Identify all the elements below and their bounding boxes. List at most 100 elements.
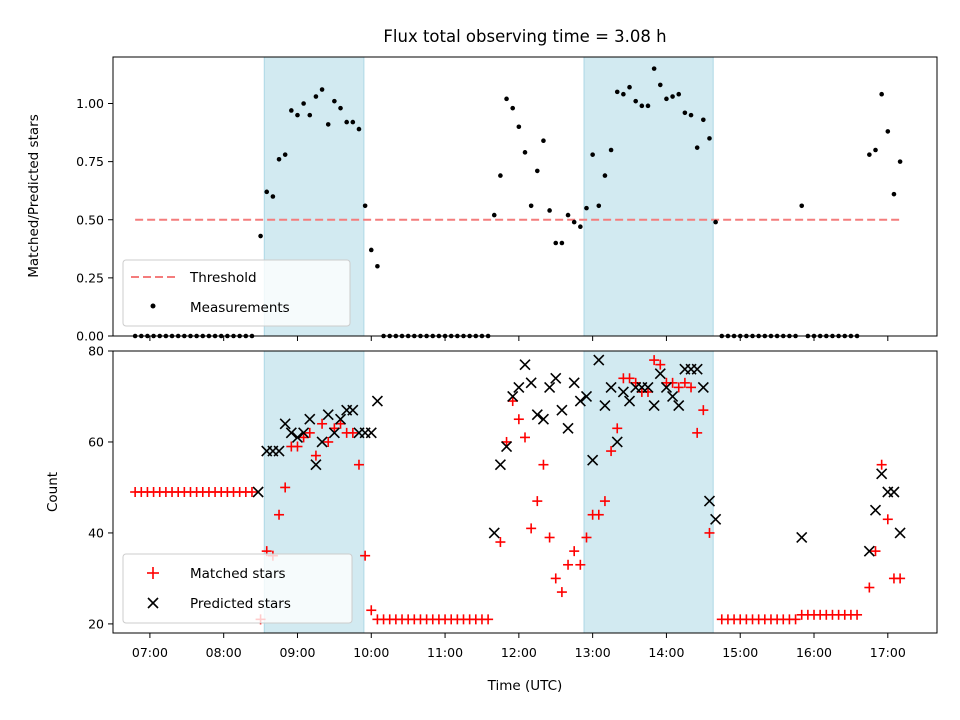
matched-legend-label: Matched stars — [190, 566, 286, 582]
x-stroke-b — [252, 486, 264, 498]
x-stroke-b — [673, 400, 685, 412]
measurement-point — [590, 152, 595, 157]
measurements-legend-label: Measurements — [190, 300, 290, 316]
predicted-star-point — [550, 372, 562, 384]
x-stroke-b — [697, 381, 709, 393]
measurement-point — [528, 203, 534, 209]
matched-star-point — [563, 559, 574, 570]
y-tick-label: 1.00 — [76, 96, 104, 111]
count-points — [130, 354, 906, 625]
x-tick-label: 16:00 — [796, 645, 832, 660]
matched-star-point — [624, 373, 635, 384]
matched-star-point — [655, 359, 666, 370]
measurement-point — [897, 159, 903, 164]
matched-star-point — [495, 537, 506, 548]
x-stroke-b — [550, 372, 562, 384]
predicted-star-point — [310, 459, 322, 471]
top-y-ticks: 0.00 0.25 0.50 0.75 1.00 — [76, 96, 113, 344]
matched-star-point — [323, 436, 334, 447]
observing-window-span — [583, 56, 714, 337]
measurement-point — [282, 152, 288, 157]
matched-star-point — [556, 587, 567, 598]
measurement-point — [682, 110, 688, 116]
matched-star-point — [550, 573, 561, 584]
measurement-point — [639, 103, 645, 109]
predicted-star-point — [605, 381, 617, 393]
x-stroke-b — [593, 354, 605, 366]
matched-star-point — [704, 527, 715, 538]
matched-star-point — [532, 496, 543, 507]
matched-star-point — [852, 609, 863, 620]
y-tick-label: 0.00 — [76, 329, 104, 344]
predicted-star-point — [500, 440, 513, 453]
bottom-legend: Matched stars Predicted stars — [122, 553, 353, 624]
measurement-point — [578, 224, 583, 230]
measurement-point — [701, 117, 706, 123]
matched-star-point — [679, 377, 690, 388]
observing-window-span — [583, 350, 714, 634]
x-tick-label: 11:00 — [427, 645, 463, 660]
measurement-point — [621, 91, 626, 97]
matched-star-point — [526, 523, 537, 534]
matched-star-point — [864, 582, 875, 593]
matched-star-point — [895, 573, 906, 584]
x-stroke-b — [488, 527, 500, 539]
predicted-star-point — [562, 422, 574, 434]
y-tick-label: 0.50 — [76, 212, 104, 227]
predicted-star-point — [710, 513, 722, 525]
x-stroke-b — [562, 422, 574, 434]
predicted-star-point — [334, 413, 347, 425]
measurement-point — [258, 233, 263, 239]
x-stroke-b — [574, 395, 586, 407]
matched-star-point — [335, 418, 346, 429]
matched-star-point — [612, 423, 623, 434]
x-stroke-b — [371, 395, 383, 407]
matched-star-point — [882, 514, 893, 525]
measurement-point — [602, 173, 608, 178]
measurement-point — [375, 263, 380, 269]
matched-star-point — [649, 355, 660, 366]
x-stroke-b — [869, 504, 882, 516]
x-stroke-b — [623, 395, 636, 407]
x-stroke-b — [660, 381, 672, 393]
predicted-star-point — [252, 486, 264, 498]
measurement-point — [627, 84, 632, 90]
predicted-star-point — [291, 431, 304, 443]
matched-star-point — [575, 559, 586, 570]
y-tick-label: 0.75 — [76, 154, 104, 169]
matched-star-point — [329, 423, 340, 434]
x-stroke-b — [328, 427, 340, 439]
measurement-point — [633, 98, 638, 104]
measurement-point — [510, 105, 516, 111]
x-stroke-b — [710, 513, 722, 525]
matched-star-point — [304, 427, 315, 438]
measurement-point — [276, 157, 282, 162]
predicted-star-point — [316, 436, 328, 448]
matched-star-point — [501, 436, 512, 447]
measurement-point — [707, 136, 712, 141]
predicted-star-point — [568, 377, 580, 389]
bottom-legend-box — [122, 553, 353, 624]
matched-star-point — [274, 509, 285, 520]
bottom-axes-frame — [112, 350, 938, 634]
matched-star-point — [317, 418, 328, 429]
matched-legend-swatch — [147, 567, 159, 579]
predicted-legend-label: Predicted stars — [190, 596, 291, 612]
x-stroke-b — [648, 400, 660, 412]
matched-star-point — [544, 532, 555, 543]
x-stroke-b — [310, 459, 322, 471]
measurement-point — [879, 91, 884, 97]
x-tick-label: 07:00 — [132, 645, 168, 660]
measurement-point — [332, 98, 337, 104]
x-stroke-b — [894, 527, 906, 539]
matched-star-point — [483, 614, 494, 625]
predicted-star-point — [673, 400, 685, 412]
x-tick-label: 17:00 — [870, 645, 906, 660]
measurement-point — [295, 112, 300, 118]
predicted-star-point — [556, 404, 568, 416]
matched-star-point — [310, 450, 321, 461]
predicted-star-point — [371, 395, 383, 407]
x-stroke-b — [304, 413, 316, 425]
measurement-point — [885, 129, 891, 134]
